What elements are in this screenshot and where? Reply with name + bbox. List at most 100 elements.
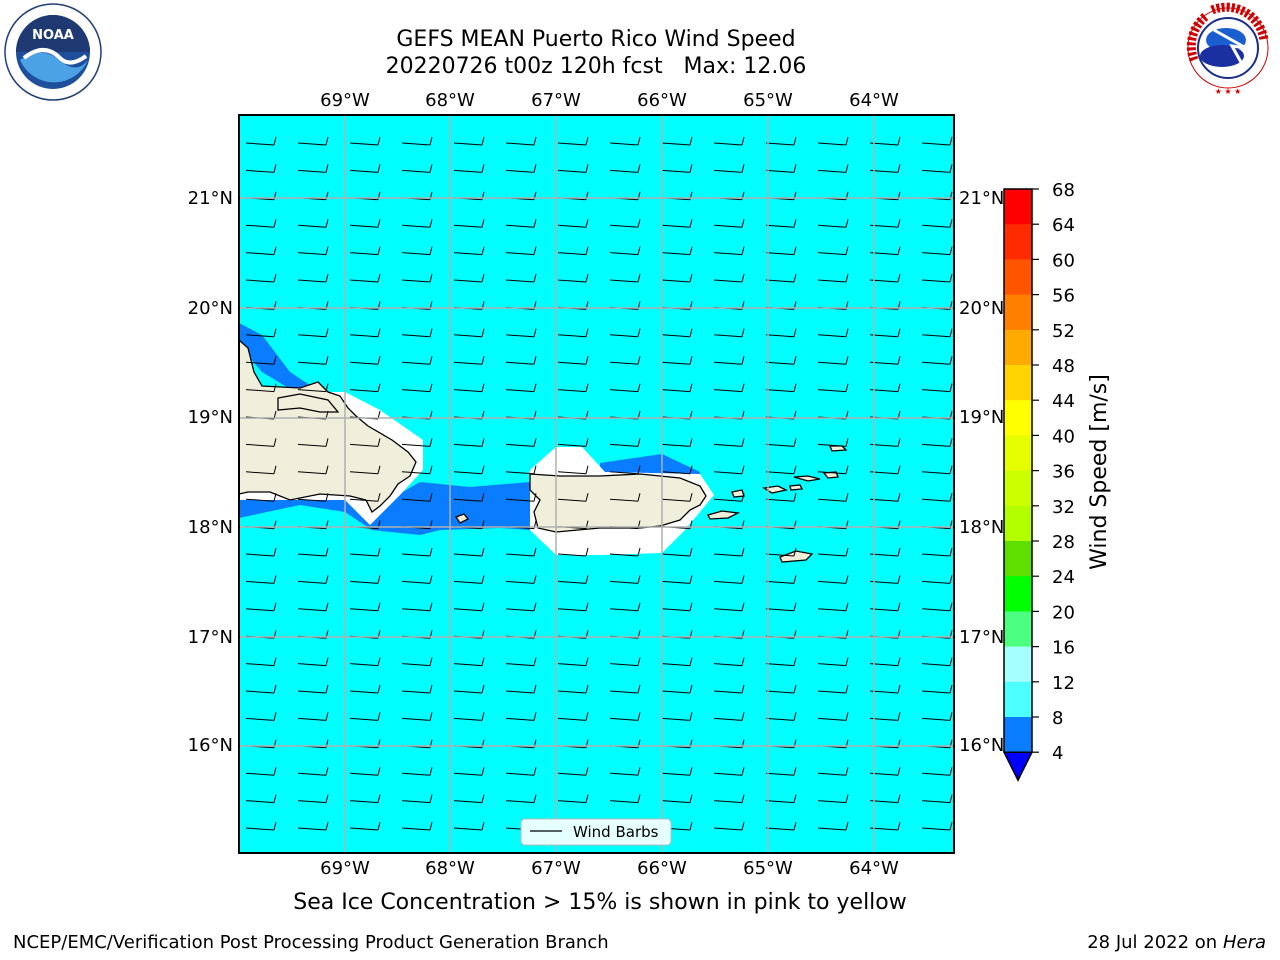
wind-barb: [765, 684, 797, 694]
wind-barb: [401, 684, 433, 694]
wind-barb: [505, 136, 537, 146]
colorbar-tick-label: 40: [1052, 426, 1075, 447]
wind-barb: [713, 438, 745, 447]
wind-barb: [765, 712, 797, 721]
colorbar-tick-label: 36: [1052, 462, 1075, 483]
wind-barb: [505, 657, 537, 667]
wind-barb: [453, 657, 485, 667]
colorbar-segment: [1004, 435, 1032, 472]
wind-barb: [557, 657, 589, 667]
wind-barb: [453, 136, 485, 146]
wind-barb: [401, 602, 433, 612]
wind-barb: [349, 356, 381, 365]
wind-barb: [921, 136, 953, 146]
wind-barb: [609, 273, 641, 283]
wind-barb: [505, 438, 537, 447]
colorbar-segment: [1004, 505, 1032, 542]
wind-barb: [297, 328, 329, 338]
colorbar-tick-label: 12: [1052, 673, 1075, 694]
wind-barb: [661, 136, 693, 146]
wind-barb: [817, 602, 849, 612]
wind-barb: [817, 547, 849, 557]
wind-barb: [505, 493, 537, 502]
wind-barb: [505, 164, 537, 173]
colorbar-segment: [1004, 259, 1032, 296]
wind-barb: [713, 465, 745, 475]
lon-label-68w: 68°W: [425, 90, 475, 111]
lat-label-18n-right: 18°N: [959, 517, 1004, 538]
wind-barb: [297, 493, 329, 502]
wind-barb: [609, 328, 641, 338]
wind-barb: [557, 767, 589, 776]
wind-barb: [713, 136, 745, 146]
wind-barb: [349, 821, 381, 831]
wind-barb: [297, 219, 329, 228]
nws-logo: ★ ★ ★: [1186, 2, 1269, 96]
wind-barb: [401, 356, 433, 365]
wind-barb: [505, 684, 537, 694]
colorbar-segment: [1004, 365, 1032, 401]
wind-barb: [245, 219, 277, 228]
wind-barb: [297, 246, 329, 256]
wind-barb: [453, 246, 485, 256]
wind-barb: [401, 164, 433, 173]
wind-barb: [453, 794, 485, 804]
wind-barb: [765, 575, 797, 584]
wind-barb: [713, 383, 745, 393]
wind-barb: [921, 356, 953, 365]
wind-barb: [921, 328, 953, 338]
wind-barb: [765, 794, 797, 804]
wind-barb: [817, 465, 849, 475]
wind-barb: [713, 246, 745, 256]
wind-barb: [245, 794, 277, 804]
wind-barb: [921, 767, 953, 776]
colorbar-tick-label: 32: [1052, 497, 1075, 518]
wind-barb: [453, 767, 485, 776]
wind-barb: [609, 246, 641, 256]
wind-barb: [713, 547, 745, 557]
wind-barb: [349, 602, 381, 612]
wind-barb: [349, 438, 381, 447]
wind-barb: [453, 164, 485, 173]
colorbar-tick-label: 52: [1052, 321, 1075, 342]
wind-barb: [349, 383, 381, 393]
land-hispaniola: [239, 339, 417, 513]
wind-barb: [297, 547, 329, 557]
wind-barb: [921, 465, 953, 475]
wind-barb: [557, 164, 589, 173]
wind-barb: [453, 438, 485, 447]
wind-barb: [609, 794, 641, 804]
wind-barb: [245, 602, 277, 612]
wind-barb: [713, 575, 745, 584]
wind-barb: [817, 657, 849, 667]
wind-barb: [401, 712, 433, 721]
wind-barb: [297, 356, 329, 365]
wind-barb: [609, 465, 641, 475]
lat-label-17n: 17°N: [188, 627, 233, 648]
wind-barb: [661, 164, 693, 173]
wind-barb: [765, 438, 797, 447]
wind-barb: [401, 821, 433, 831]
wind-barb: [609, 438, 641, 447]
wind-barb: [505, 767, 537, 776]
wind-barb: [453, 493, 485, 502]
wind-barb: [245, 136, 277, 146]
wind-barb: [765, 821, 797, 831]
wind-barb: [817, 328, 849, 338]
wind-barb: [557, 712, 589, 721]
lon-label-69w-bottom: 69°W: [320, 858, 370, 879]
wind-barb: [817, 164, 849, 173]
colorbar-tick-label: 48: [1052, 356, 1075, 377]
colorbar-segment: [1004, 611, 1032, 648]
wind-barb: [349, 493, 381, 502]
wind-barb: [245, 356, 277, 365]
wind-barb: [505, 356, 537, 365]
wind-barb: [661, 383, 693, 393]
wind-barb: [661, 328, 693, 338]
wind-barb: [453, 547, 485, 557]
lon-labels-top: 69°W 68°W 67°W 66°W 65°W 64°W: [320, 90, 899, 111]
wind-barb: [765, 493, 797, 502]
wind-barb: [661, 493, 693, 502]
wind-barb: [245, 493, 277, 502]
wind-barb: [453, 465, 485, 475]
